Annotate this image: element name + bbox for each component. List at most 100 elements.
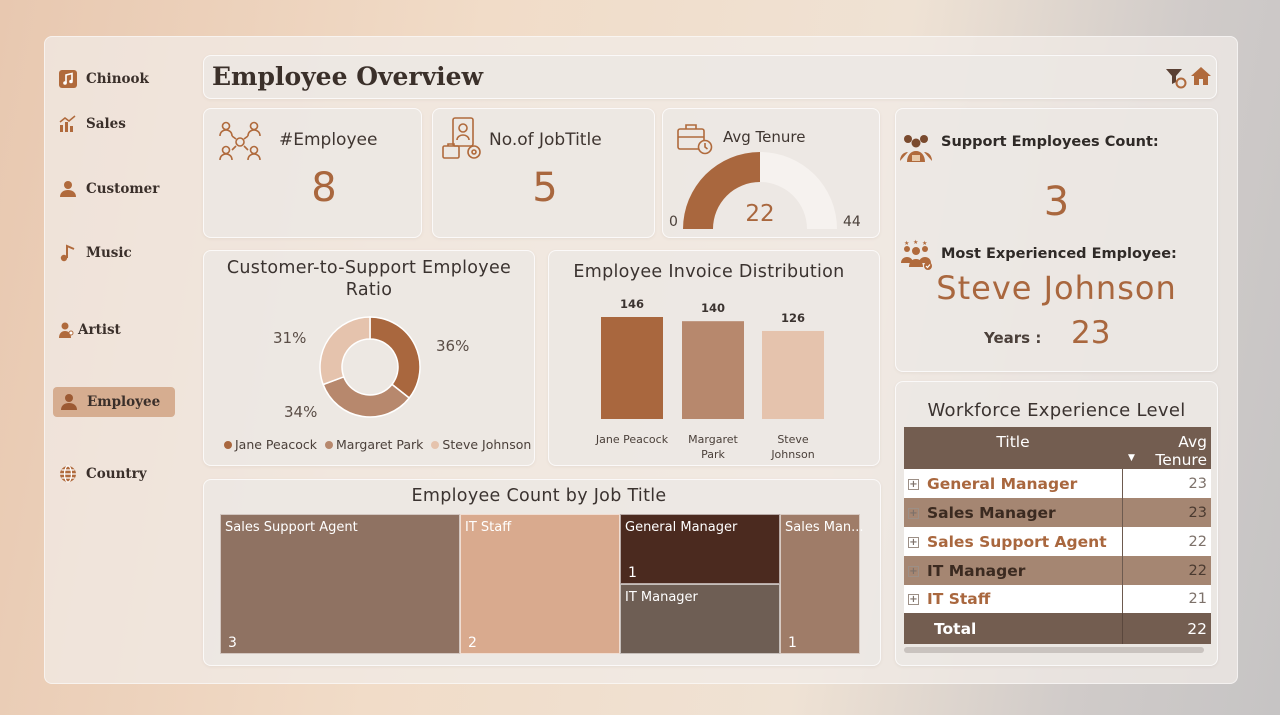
invoice-distribution-card: Employee Invoice Distribution 146 Jane Pe… — [548, 250, 880, 466]
title-column-header[interactable]: Title — [996, 433, 1030, 451]
support-team-icon — [900, 135, 932, 162]
nav-label: Customer — [86, 181, 160, 197]
donut-chart-title: Customer-to-Support Employee Ratio — [226, 258, 512, 300]
avg-tenure-value: 22 — [745, 201, 775, 227]
experienced-team-icon: ★ ★ ★ — [901, 239, 932, 270]
workforce-experience-card: Workforce Experience Level Title Avg Ten… — [895, 381, 1218, 666]
avg-tenure-header-text: Avg Tenure — [1155, 433, 1207, 469]
nav-label: Music — [86, 245, 132, 261]
title-cell: + Sales Manager — [904, 498, 1123, 527]
donut-slice-label: 36% — [436, 337, 469, 355]
treemap-cell-value: 1 — [788, 635, 797, 651]
treemap-cell-label: IT Staff — [465, 520, 512, 535]
job-title-kpi-label: No.of JobTitle — [489, 130, 602, 150]
bar[interactable] — [682, 321, 744, 419]
treemap-cell[interactable]: IT Staff 2 — [460, 514, 620, 654]
donut-slice[interactable] — [369, 316, 421, 400]
table-row[interactable]: + Sales Manager 23 — [904, 498, 1211, 527]
treemap-cell[interactable]: General Manager 1 — [620, 514, 780, 584]
avg-tenure-column-header[interactable]: Avg Tenure ▼ — [1122, 427, 1211, 469]
legend-item[interactable]: Jane Peacock — [224, 437, 317, 452]
table-row[interactable]: + IT Staff 21 — [904, 585, 1211, 613]
gauge-fill — [683, 152, 760, 229]
title-cell-text: General Manager — [927, 474, 1078, 493]
id-badge-icon — [442, 117, 481, 159]
expand-row-icon[interactable]: + — [908, 478, 919, 490]
total-value: 22 — [1187, 619, 1207, 638]
bar[interactable] — [601, 317, 663, 419]
bar[interactable] — [762, 330, 824, 419]
page-title: Employee Overview — [212, 62, 484, 91]
title-cell: + General Manager — [904, 469, 1123, 498]
expand-row-icon[interactable]: + — [908, 507, 919, 519]
workforce-table: Title Avg Tenure ▼ + General Manager 23 + Sa… — [904, 427, 1211, 644]
table-header-row: Title Avg Tenure ▼ — [904, 427, 1211, 469]
nav-item-employee[interactable]: Employee — [53, 387, 175, 417]
nav-label: Employee — [87, 394, 161, 410]
legend-dot — [431, 440, 440, 449]
avg-tenure-card: Avg Tenure 22 0 44 — [662, 108, 880, 238]
nav-item-customer[interactable]: Customer — [58, 174, 159, 204]
globe-icon — [60, 465, 76, 483]
customer-support-ratio-card: Customer-to-Support Employee Ratio 36% 34… — [203, 250, 535, 466]
title-cell-text: Sales Support Agent — [927, 532, 1107, 551]
employee-count-card: #Employee 8 — [203, 108, 422, 238]
expand-row-icon[interactable]: + — [908, 536, 919, 548]
donut-slice[interactable] — [319, 316, 371, 386]
years-label: Years : — [984, 329, 1042, 347]
job-title-treemap-card: Employee Count by Job Title Sales Suppor… — [203, 479, 881, 666]
bar-value-label: 126 — [781, 311, 805, 325]
treemap-cell[interactable]: Sales Man... 1 — [780, 514, 864, 654]
bar-chart-icon — [59, 115, 76, 132]
person-icon — [60, 181, 76, 197]
treemap-cell[interactable]: IT Manager — [620, 584, 780, 654]
avg-tenure-cell: 23 — [1188, 475, 1207, 492]
title-cell: + IT Manager — [904, 556, 1123, 585]
person-icon — [61, 394, 77, 410]
support-employees-card: Support Employees Count: 3 ★ ★ ★ Most Expe… — [895, 108, 1218, 372]
legend-label: Jane Peacock — [235, 437, 318, 452]
support-count-value: 3 — [1043, 179, 1070, 225]
expand-row-icon[interactable]: + — [908, 594, 919, 605]
table-title: Workforce Experience Level — [927, 400, 1186, 421]
employee-kpi-label: #Employee — [279, 130, 378, 150]
horizontal-scrollbar[interactable] — [904, 647, 1204, 653]
most-experienced-name: Steve Johnson — [936, 269, 1177, 307]
svg-text:★: ★ — [922, 240, 927, 247]
legend-label: Steve Johnson — [442, 437, 532, 452]
clear-filter-icon[interactable] — [1164, 66, 1188, 90]
legend-dot — [224, 440, 232, 449]
most-experienced-label: Most Experienced Employee: — [941, 246, 1177, 262]
donut-slice-label: 34% — [284, 403, 317, 421]
bar-chart-title: Employee Invoice Distribution — [573, 262, 845, 282]
treemap-cell-label: Sales Man... — [785, 520, 864, 535]
nav-item-music[interactable]: Music — [58, 238, 132, 268]
sort-desc-icon: ▼ — [1128, 453, 1135, 463]
table-row[interactable]: + General Manager 23 — [904, 469, 1211, 498]
donut-slice-label: 31% — [273, 329, 306, 347]
artist-icon — [59, 322, 74, 338]
title-cell-text: Sales Manager — [927, 503, 1056, 522]
svg-text:★: ★ — [913, 239, 918, 246]
avg-tenure-cell: 23 — [1188, 504, 1207, 521]
treemap-cell-value: 3 — [228, 635, 237, 651]
home-icon[interactable] — [1190, 65, 1212, 87]
table-row[interactable]: + Sales Support Agent 22 — [904, 527, 1211, 556]
legend-item[interactable]: Steve Johnson — [431, 437, 531, 452]
title-cell: + IT Staff — [904, 585, 1123, 613]
legend-item[interactable]: Margaret Park — [325, 437, 423, 452]
avg-tenure-cell: 22 — [1188, 533, 1207, 550]
treemap-cell[interactable]: Sales Support Agent 3 — [220, 514, 460, 654]
donut-legend: Jane Peacock Margaret Park Steve Johnson — [224, 437, 531, 452]
title-cell-text: IT Staff — [927, 590, 991, 608]
nav-item-artist[interactable]: Artist — [58, 315, 121, 345]
title-cell-text: IT Manager — [927, 561, 1026, 580]
nav-item-chinook[interactable]: Chinook — [58, 64, 149, 94]
expand-row-icon[interactable]: + — [908, 565, 919, 577]
treemap-title: Employee Count by Job Title — [411, 486, 667, 506]
treemap-cell-label: Sales Support Agent — [225, 520, 358, 535]
nav-item-country[interactable]: Country — [58, 459, 147, 489]
nav-item-sales[interactable]: Sales — [58, 109, 126, 139]
table-row[interactable]: + IT Manager 22 — [904, 556, 1211, 585]
bar-value-label: 140 — [701, 301, 725, 315]
